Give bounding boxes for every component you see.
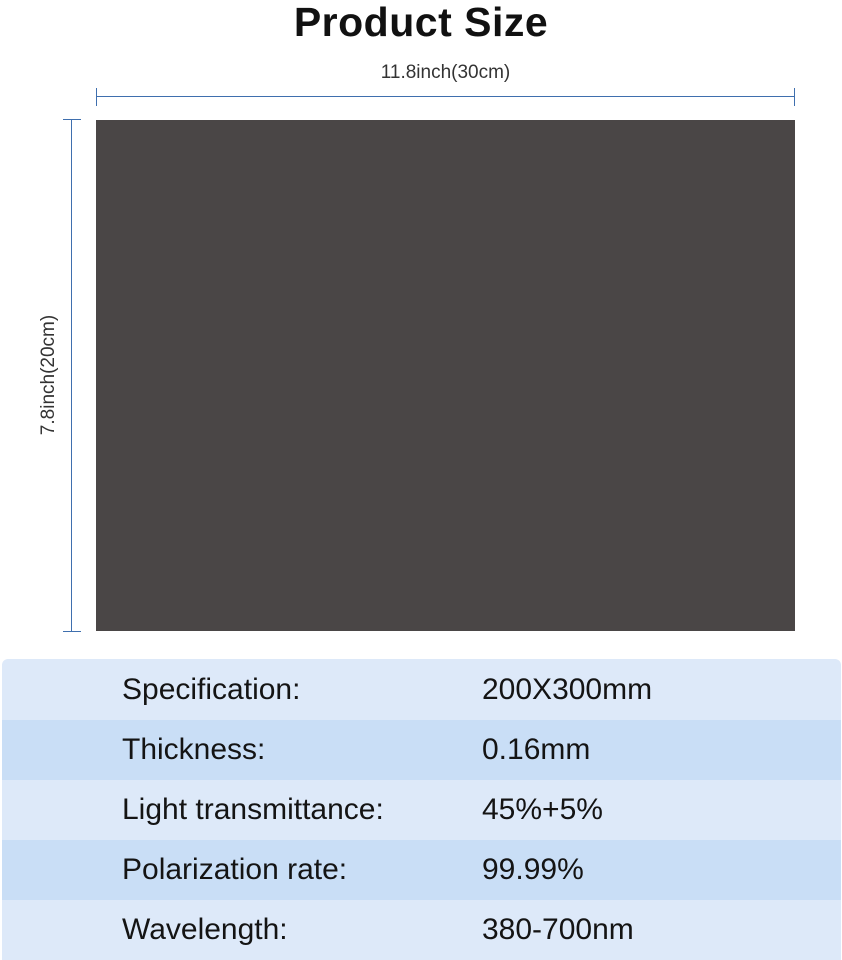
width-dimension-tick-right	[794, 88, 795, 106]
spec-value: 380-700nm	[482, 913, 634, 946]
height-dimension-label: 7.8inch(20cm)	[38, 314, 59, 436]
spec-row-polarization-rate: Polarization rate: 99.99%	[2, 840, 841, 900]
polarizer-sheet-image	[96, 120, 795, 631]
height-dimension-tick-top	[63, 119, 81, 120]
spec-label: Polarization rate:	[122, 853, 348, 886]
width-dimension-line	[96, 96, 795, 97]
height-dimension-tick-bottom	[63, 631, 81, 632]
spec-value: 0.16mm	[482, 733, 591, 766]
spec-row-thickness: Thickness: 0.16mm	[2, 720, 841, 780]
spec-label: Specification:	[122, 672, 301, 706]
spec-row-wavelength: Wavelength: 380-700nm	[2, 900, 841, 960]
page-title: Product Size	[293, 0, 549, 45]
height-dimension-line	[71, 119, 72, 631]
spec-label: Light transmittance:	[122, 793, 384, 826]
spec-label: Wavelength:	[122, 913, 288, 946]
width-dimension-tick-left	[96, 88, 97, 106]
spec-value: 200X300mm	[482, 672, 653, 706]
spec-value: 99.99%	[482, 853, 584, 886]
spec-row-light-transmittance: Light transmittance: 45%+5%	[2, 780, 841, 840]
spec-table: Specification: 200X300mm Thickness: 0.16…	[2, 659, 841, 960]
width-dimension-label: 11.8inch(30cm)	[380, 62, 511, 83]
spec-label: Thickness:	[122, 733, 266, 766]
spec-value: 45%+5%	[482, 793, 603, 826]
spec-row-specification: Specification: 200X300mm	[2, 659, 841, 720]
